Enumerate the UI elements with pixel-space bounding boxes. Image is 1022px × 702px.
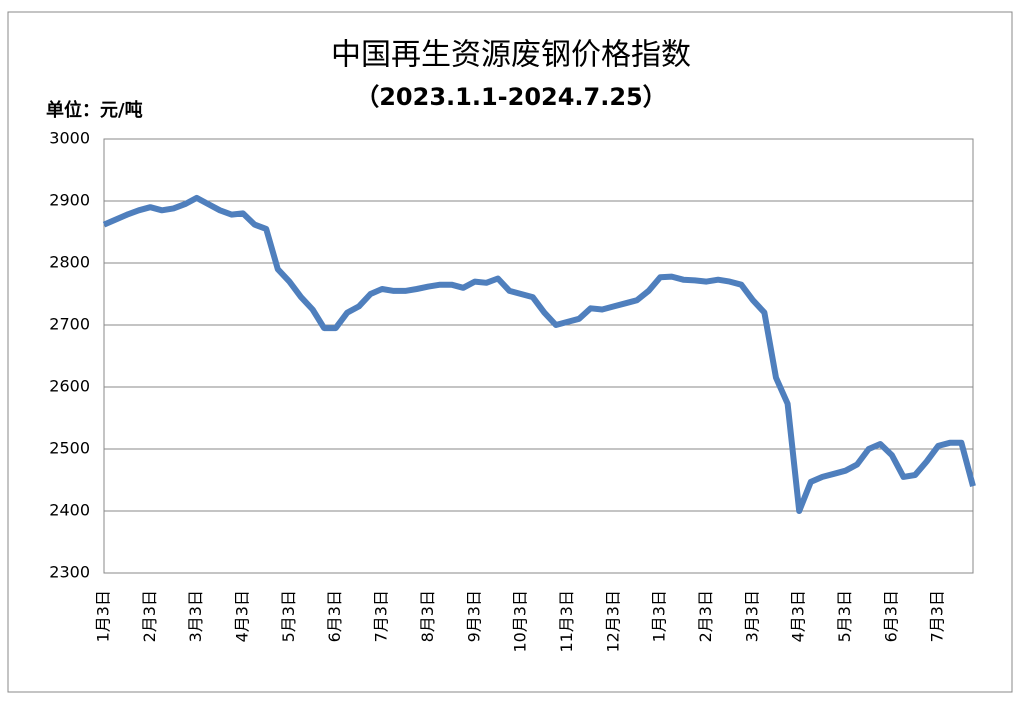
y-tick-label: 2500 (49, 439, 90, 458)
x-tick-label: 4月3日 (233, 590, 252, 642)
x-tick-label: 1月3日 (650, 590, 669, 642)
chart-border (7, 11, 1013, 693)
y-tick-label: 2600 (49, 377, 90, 396)
x-tick-label: 10月3日 (511, 590, 530, 653)
x-tick-label: 8月3日 (418, 590, 437, 642)
y-unit: 单位：元/吨 (46, 99, 143, 121)
y-tick-label: 2900 (49, 191, 90, 210)
x-tick-label: 2月3日 (140, 590, 159, 642)
x-tick-label: 5月3日 (835, 590, 854, 642)
x-tick-label: 1月3日 (94, 590, 113, 642)
y-tick-label: 2400 (49, 501, 90, 520)
x-tick-label: 11月3日 (557, 590, 576, 653)
y-tick-label: 2800 (49, 253, 90, 272)
x-tick-label: 3月3日 (186, 590, 205, 642)
chart-title: 中国再生资源废钢价格指数 (331, 38, 691, 73)
y-tick-label: 2300 (49, 563, 90, 582)
x-tick-label: 7月3日 (372, 590, 391, 642)
chart-subtitle: （2023.1.1-2024.7.25） (355, 83, 667, 111)
x-tick-label: 7月3日 (928, 590, 947, 642)
x-tick-label: 6月3日 (881, 590, 900, 642)
x-tick-label: 2月3日 (696, 590, 715, 642)
x-tick-label: 5月3日 (279, 590, 298, 642)
x-tick-label: 9月3日 (464, 590, 483, 642)
x-tick-label: 4月3日 (789, 590, 808, 642)
x-tick-label: 6月3日 (325, 590, 344, 642)
y-tick-label: 2700 (49, 315, 90, 334)
data-line (102, 194, 976, 514)
x-tick-label: 12月3日 (603, 590, 622, 653)
y-tick-label: 3000 (49, 129, 90, 148)
x-tick-label: 3月3日 (742, 590, 761, 642)
